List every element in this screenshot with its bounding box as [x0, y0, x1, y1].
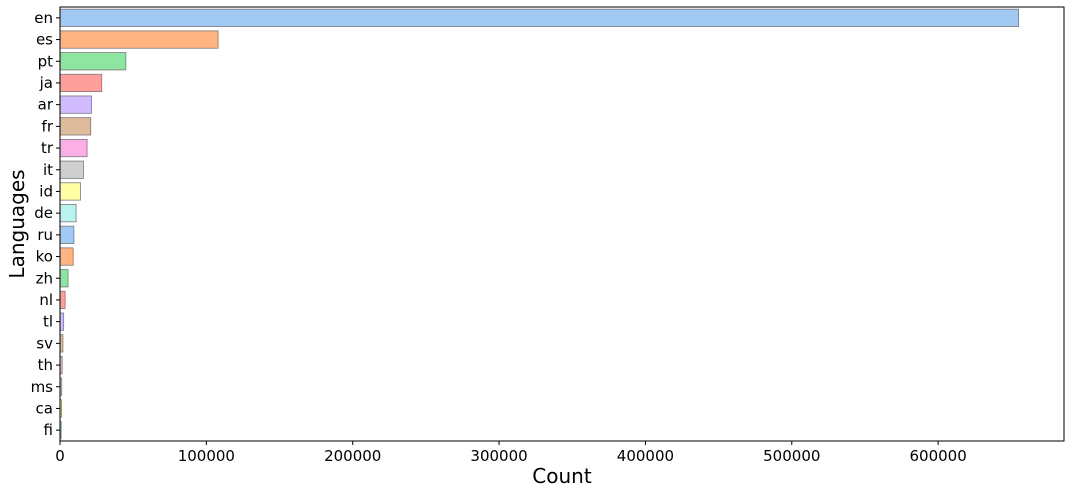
y-tick-label: it [43, 161, 53, 179]
x-tick-label: 500000 [763, 447, 820, 465]
bar-zh [59, 269, 69, 288]
y-tick-label: en [34, 9, 53, 27]
y-tick-label: ko [36, 248, 53, 266]
y-tick-label: fr [42, 117, 54, 135]
y-tick-label: ru [37, 226, 53, 244]
bar-de [59, 204, 77, 223]
x-ticks-group: 0 100000 200000 300000 400000 500000 600000 [55, 441, 967, 465]
y-tick-label: pt [38, 52, 54, 70]
bars-group [59, 8, 1020, 440]
y-tick-label: tl [43, 313, 53, 331]
y-tick-label: id [39, 182, 53, 200]
bar-ja [59, 73, 103, 93]
y-tick-label: th [38, 356, 53, 374]
bar-tl [59, 312, 65, 331]
y-tick-label: sv [36, 334, 53, 352]
bar-id [59, 182, 81, 201]
x-tick-label: 0 [55, 447, 65, 465]
y-tick-label: ja [39, 74, 53, 92]
bar-ru [59, 225, 75, 244]
bar-es [59, 30, 219, 49]
y-tick-label: fi [44, 421, 53, 439]
bar-ko [59, 247, 74, 266]
x-tick-label: 300000 [470, 447, 527, 465]
plot-frame [59, 6, 1065, 442]
x-tick-label: 400000 [617, 447, 674, 465]
bar-ar [59, 95, 92, 114]
y-tick-label: zh [36, 269, 53, 287]
y-tick-label: tr [41, 139, 54, 157]
bar-tr [59, 138, 88, 158]
bar-en [59, 8, 1020, 27]
bar-nl [59, 290, 66, 310]
y-tick-label: ca [36, 399, 53, 417]
y-tick-label: ms [31, 378, 54, 396]
x-tick-label: 600000 [910, 447, 967, 465]
y-tick-label: nl [39, 291, 53, 309]
x-axis-title: Count [532, 464, 592, 488]
y-ticks-group: en es pt ja ar fr tr it id de ru ko zh nl tl sv th ms ca fi [31, 9, 60, 439]
y-axis-title: Languages [5, 169, 29, 278]
bar-pt [59, 52, 127, 71]
bar-fr [59, 117, 92, 136]
y-tick-label: es [36, 31, 53, 49]
y-tick-label: ar [38, 96, 54, 114]
x-tick-label: 200000 [324, 447, 381, 465]
bar-it [59, 160, 84, 179]
y-tick-label: de [34, 204, 53, 222]
x-tick-label: 100000 [178, 447, 235, 465]
